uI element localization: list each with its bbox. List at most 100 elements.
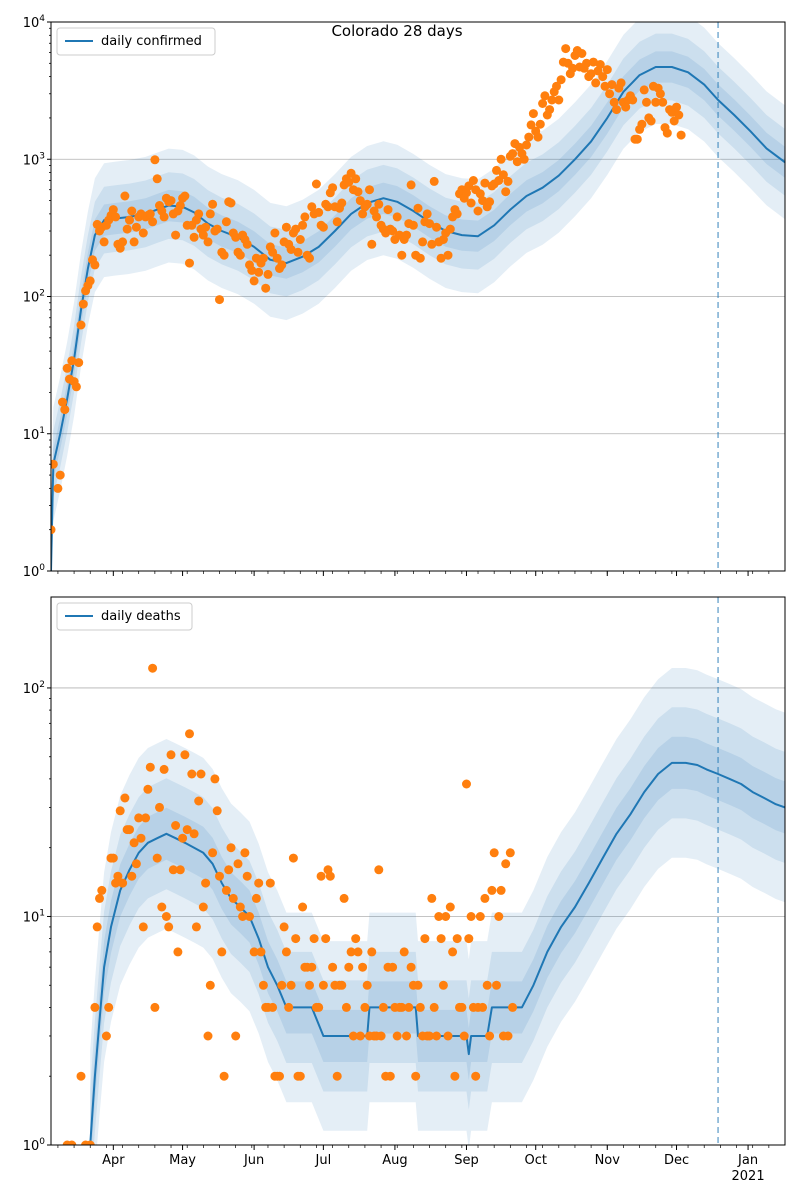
- data-point: [332, 1071, 342, 1081]
- data-point: [161, 912, 171, 921]
- data-point: [318, 222, 328, 232]
- data-point: [194, 209, 204, 219]
- data-point: [215, 295, 224, 305]
- data-point: [598, 72, 608, 82]
- data-point: [672, 102, 681, 112]
- data-point: [415, 253, 425, 263]
- data-point: [462, 779, 471, 789]
- data-point: [60, 405, 70, 415]
- x-tick-label: Oct: [524, 1153, 546, 1168]
- confirmed-uncertainty-bands: [51, 22, 785, 571]
- data-point: [185, 258, 194, 268]
- data-point: [358, 209, 368, 219]
- data-point: [90, 260, 100, 270]
- data-point: [397, 1002, 407, 1012]
- data-point: [637, 119, 647, 129]
- data-point: [399, 947, 409, 957]
- x-tick-sublabel: 2021: [732, 1169, 765, 1184]
- data-point: [355, 196, 365, 206]
- data-point: [339, 893, 349, 903]
- data-point: [328, 183, 338, 193]
- data-point: [411, 1071, 421, 1081]
- data-point: [316, 871, 326, 881]
- confirmed-legend-label: daily confirmed: [101, 34, 202, 49]
- data-point: [281, 222, 291, 232]
- data-point: [242, 239, 252, 249]
- data-point: [496, 885, 506, 895]
- data-point: [358, 962, 368, 972]
- data-point: [141, 813, 151, 823]
- data-point: [171, 230, 181, 240]
- data-point: [311, 179, 321, 189]
- data-point: [459, 1031, 469, 1041]
- data-point: [556, 75, 566, 85]
- data-point: [568, 63, 578, 73]
- data-point: [404, 1002, 414, 1012]
- data-point: [168, 865, 178, 875]
- data-point: [125, 825, 134, 835]
- data-point: [118, 237, 128, 247]
- data-point: [519, 154, 529, 164]
- data-point: [270, 228, 280, 238]
- data-point: [632, 134, 642, 144]
- data-point: [178, 833, 188, 843]
- data-point: [240, 848, 250, 858]
- data-point: [62, 363, 72, 373]
- data-point: [450, 1071, 460, 1081]
- data-point: [432, 222, 441, 232]
- data-point: [392, 1031, 402, 1041]
- data-point: [314, 1002, 324, 1012]
- data-point: [616, 78, 626, 88]
- data-point: [365, 185, 374, 195]
- data-point: [281, 947, 291, 957]
- data-point: [180, 191, 190, 201]
- data-point: [621, 102, 631, 112]
- data-point: [362, 980, 372, 990]
- data-point: [425, 219, 434, 229]
- data-point: [307, 202, 317, 212]
- data-point: [508, 1002, 518, 1012]
- data-point: [233, 859, 243, 869]
- data-point: [210, 774, 220, 784]
- data-point: [76, 320, 86, 330]
- data-point: [512, 157, 522, 167]
- data-point: [85, 276, 95, 286]
- data-point: [309, 934, 319, 944]
- data-point: [295, 1071, 305, 1081]
- data-point: [175, 865, 185, 875]
- data-point: [67, 356, 77, 366]
- data-point: [651, 97, 661, 107]
- data-point: [115, 806, 125, 816]
- data-point: [554, 95, 564, 105]
- data-point: [129, 237, 139, 247]
- data-point: [291, 934, 301, 944]
- data-point: [489, 848, 499, 858]
- data-point: [545, 105, 555, 115]
- data-point: [288, 853, 298, 863]
- data-point: [235, 902, 245, 912]
- data-point: [337, 980, 347, 990]
- data-point: [503, 176, 513, 186]
- data-point: [277, 980, 287, 990]
- data-point: [540, 91, 550, 101]
- data-point: [205, 980, 215, 990]
- data-point: [182, 825, 192, 835]
- data-point: [157, 902, 167, 912]
- data-point: [90, 1002, 100, 1012]
- data-point: [348, 1031, 358, 1041]
- data-point: [249, 947, 259, 957]
- data-point: [171, 821, 181, 830]
- data-point: [341, 1002, 351, 1012]
- data-point: [268, 1002, 278, 1012]
- data-point: [76, 1071, 86, 1081]
- data-point: [305, 253, 314, 263]
- chart-title: Colorado 28 days: [331, 22, 462, 40]
- x-tick-label: Jan: [737, 1153, 758, 1168]
- data-point: [191, 922, 201, 932]
- data-point: [238, 912, 248, 921]
- data-point: [122, 224, 132, 234]
- data-point: [475, 912, 485, 921]
- uncertainty-band: [51, 22, 785, 571]
- data-point: [215, 871, 224, 881]
- data-point: [374, 865, 384, 875]
